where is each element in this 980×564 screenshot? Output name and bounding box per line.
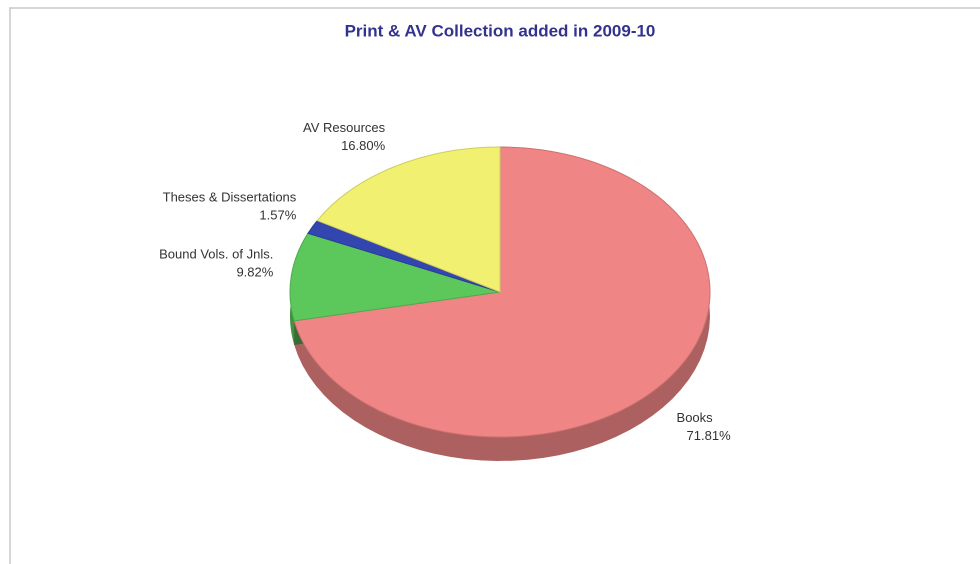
slice [293, 146, 711, 438]
slice [289, 232, 501, 322]
chart-title: Print & AV Collection added in 2009-10 [345, 21, 656, 40]
slice-value-label: 71.81% [687, 428, 732, 443]
slice [316, 146, 501, 293]
slice-label: Books [677, 410, 714, 425]
slice-value-label: 1.57% [259, 207, 296, 222]
slice-label: Bound Vols. of Jnls. [159, 246, 273, 261]
slice-value-label: 9.82% [236, 264, 273, 279]
slice-label: AV Resources [303, 120, 386, 135]
slice-label: Theses & Dissertations [163, 189, 297, 204]
slice-value-label: 16.80% [341, 138, 386, 153]
